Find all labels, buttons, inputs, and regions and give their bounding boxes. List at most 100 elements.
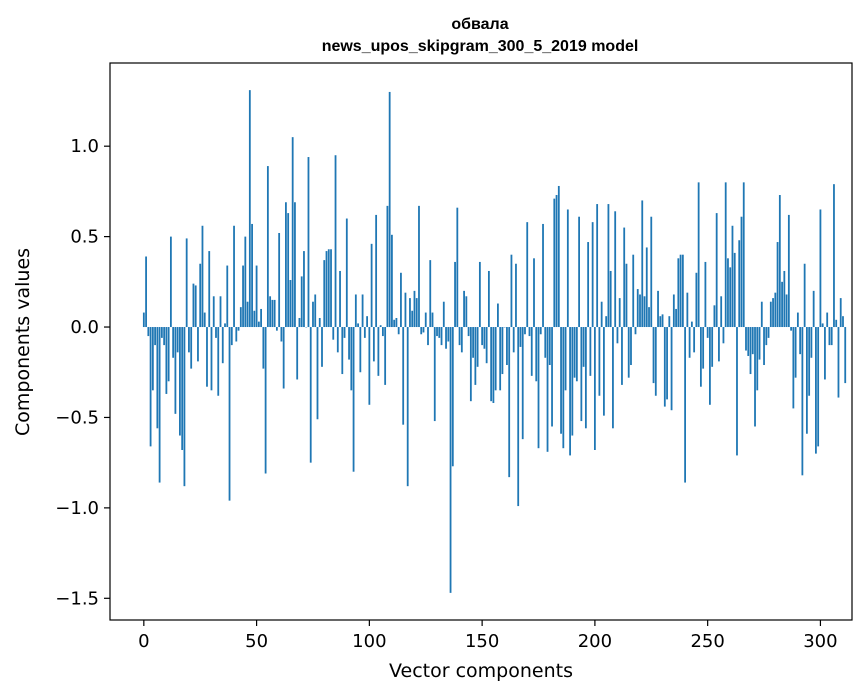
bar-80	[323, 260, 326, 328]
bar-65	[289, 280, 292, 328]
bar-48	[251, 223, 253, 328]
bar-49	[253, 310, 256, 328]
bar-189	[569, 327, 571, 456]
bar-211	[618, 298, 621, 328]
bar-142	[463, 290, 465, 328]
bar-107	[384, 327, 387, 385]
bar-139	[456, 207, 459, 328]
bar-100	[368, 327, 371, 405]
bar-275	[763, 327, 765, 366]
bar-36	[224, 323, 226, 328]
bar-295	[808, 327, 811, 396]
bar-274	[760, 301, 763, 328]
bar-84	[332, 327, 335, 340]
bar-136	[449, 327, 452, 593]
bar-149	[478, 261, 481, 328]
bar-88	[341, 327, 344, 375]
bar-99	[366, 316, 368, 328]
bar-5	[154, 327, 156, 346]
bar-292	[801, 327, 804, 476]
bar-12	[169, 236, 172, 328]
bar-153	[487, 270, 490, 328]
bar-144	[467, 327, 470, 337]
bar-69	[298, 317, 301, 328]
bar-260	[729, 267, 732, 328]
bar-201	[596, 204, 599, 328]
bar-308	[837, 327, 840, 398]
bar-231	[663, 327, 666, 407]
bar-285	[785, 294, 788, 328]
bar-241	[686, 292, 689, 328]
bar-41	[235, 327, 238, 342]
bar-89	[343, 327, 346, 338]
bar-300	[819, 209, 822, 328]
bar-2	[147, 327, 150, 337]
bar-210	[616, 327, 619, 344]
bar-282	[778, 195, 781, 328]
bar-129	[433, 327, 436, 422]
bar-108	[386, 205, 389, 328]
bar-264	[738, 240, 741, 328]
bar-35	[221, 327, 224, 364]
bar-27	[203, 312, 206, 328]
bar-126	[427, 327, 429, 346]
bar-70	[300, 276, 303, 328]
bar-20	[188, 327, 190, 353]
bar-252	[711, 327, 714, 367]
bar-279	[772, 298, 774, 328]
bar-62	[282, 327, 285, 389]
bar-85	[334, 155, 337, 328]
bar-161	[506, 327, 508, 366]
bar-13	[172, 327, 175, 358]
bar-216	[630, 327, 632, 366]
bar-11	[167, 327, 170, 382]
bar-91	[348, 327, 350, 360]
bar-109	[388, 91, 391, 328]
bar-92	[350, 327, 353, 391]
bar-118	[409, 298, 411, 328]
bar-179	[546, 327, 549, 452]
bar-215	[627, 327, 630, 378]
bar-200	[593, 327, 596, 450]
bar-184	[557, 185, 560, 328]
bar-43	[239, 307, 242, 328]
bar-40	[233, 225, 235, 328]
bar-37	[226, 265, 229, 328]
bar-78	[318, 317, 321, 328]
bar-298	[815, 327, 817, 454]
bar-105	[379, 325, 382, 328]
bar-190	[571, 327, 574, 436]
bar-28	[206, 327, 208, 387]
bar-301	[821, 323, 824, 328]
bar-207	[609, 270, 612, 328]
x-tick-label: 50	[245, 631, 268, 652]
y-axis-label: Components values	[12, 248, 34, 436]
x-tick-label: 200	[578, 631, 612, 652]
bar-165	[515, 263, 517, 328]
bar-289	[794, 327, 797, 378]
bar-4	[151, 327, 154, 391]
bar-224	[648, 307, 650, 328]
bar-246	[697, 182, 700, 328]
bar-228	[657, 290, 659, 328]
bar-128	[431, 312, 434, 328]
bar-56	[269, 296, 272, 328]
plot-frame	[109, 62, 853, 621]
bar-94	[354, 294, 357, 328]
bar-299	[817, 327, 820, 447]
bar-188	[566, 209, 569, 328]
bar-174	[535, 327, 538, 382]
bar-6	[156, 327, 159, 429]
bar-15	[176, 327, 179, 353]
bar-198	[589, 327, 592, 376]
bar-229	[659, 316, 662, 328]
bar-73	[307, 157, 310, 328]
bar-176	[539, 327, 542, 335]
bar-57	[271, 299, 274, 328]
bar-204	[603, 327, 605, 416]
bar-93	[352, 327, 355, 472]
bar-306	[833, 184, 835, 328]
bar-34	[219, 296, 222, 328]
bar-31	[212, 296, 215, 328]
x-tick-label: 250	[690, 631, 724, 652]
